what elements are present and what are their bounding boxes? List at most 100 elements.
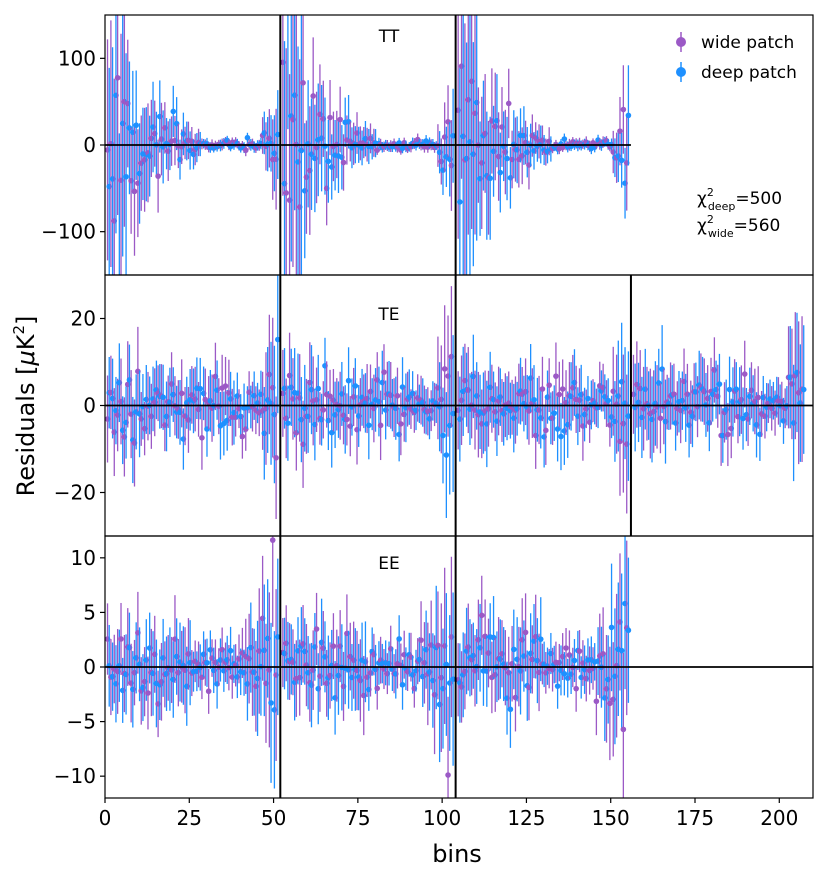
wide-point: [435, 642, 441, 649]
wide-point: [725, 431, 731, 438]
x-tick-label: 0: [99, 806, 112, 830]
wide-point: [327, 393, 333, 399]
y-tick-label: 0: [83, 133, 96, 157]
x-tick-label: 200: [760, 806, 798, 830]
wide-point: [657, 415, 664, 422]
panel-plot-area: [105, 275, 807, 520]
wide-point: [576, 648, 583, 654]
wide-point: [269, 537, 276, 543]
x-tick-label: 100: [423, 806, 461, 830]
deep-point: [507, 706, 514, 713]
wide-point: [620, 726, 627, 733]
wide-point: [556, 391, 563, 398]
deep-point: [497, 169, 504, 176]
y-axis-title: Residuals [μK2]: [10, 316, 40, 497]
wide-point: [539, 386, 546, 392]
wide-point: [573, 685, 579, 692]
wide-point: [273, 454, 279, 461]
deep-point: [618, 157, 625, 164]
deep-point: [345, 377, 352, 384]
wide-point: [553, 373, 559, 379]
wide-point: [313, 626, 320, 632]
wide-point: [398, 421, 404, 427]
wide-point: [593, 698, 600, 705]
panel-te: [104, 274, 814, 537]
wide-point: [441, 366, 448, 372]
wide-point: [300, 79, 306, 86]
panel-label-te: TE: [377, 305, 399, 325]
wide-point: [505, 100, 512, 107]
deep-point: [726, 386, 733, 393]
deep-point: [487, 175, 493, 182]
wide-point: [418, 637, 424, 643]
deep-point: [274, 634, 281, 640]
wide-point: [199, 435, 205, 441]
wide-point: [344, 416, 350, 423]
legend-wide-label: wide patch: [701, 33, 794, 53]
deep-point: [315, 385, 322, 392]
wide-point: [563, 645, 569, 651]
y-tick-label: −10: [54, 764, 96, 788]
legend-deep-label: deep patch: [701, 63, 797, 83]
deep-point: [554, 426, 561, 432]
deep-point: [197, 385, 204, 392]
y-tick-label: 0: [83, 655, 96, 679]
wide-point: [118, 636, 124, 642]
wide-point: [394, 392, 401, 399]
deep-point: [274, 131, 281, 138]
wide-point: [445, 772, 451, 778]
x-tick-label: 25: [177, 806, 202, 830]
deep-point: [561, 670, 568, 677]
deep-point: [571, 657, 578, 664]
deep-point: [123, 173, 129, 180]
deep-point: [366, 422, 372, 429]
wide-point: [327, 114, 333, 121]
deep-point: [450, 410, 456, 417]
deep-point: [605, 397, 611, 404]
deep-point: [608, 624, 615, 631]
deep-point: [133, 122, 139, 129]
deep-point: [537, 636, 544, 642]
wide-point: [741, 371, 748, 377]
legend: wide patch deep patch: [676, 32, 797, 83]
deep-point: [160, 394, 166, 401]
deep-point: [268, 700, 274, 706]
wide-point: [145, 690, 151, 696]
wide-point: [178, 390, 185, 397]
deep-point: [204, 659, 210, 666]
x-tick-label: 150: [592, 806, 630, 830]
deep-point: [274, 336, 281, 343]
panel-tt: [104, 14, 814, 276]
wide-point: [155, 173, 161, 179]
deep-point: [716, 381, 723, 387]
wide-point: [337, 116, 343, 123]
deep-point: [170, 108, 177, 115]
deep-point: [227, 647, 234, 654]
wide-point: [755, 394, 762, 401]
deep-point: [740, 415, 746, 422]
deep-point: [443, 452, 450, 458]
legend-wide-marker: [676, 37, 686, 47]
wide-point: [478, 612, 485, 619]
y-tick-label: −20: [54, 481, 96, 505]
chi-deep-line: χ2 deep=500: [697, 186, 782, 213]
wide-point: [377, 422, 384, 429]
y-tick-label: −100: [41, 220, 96, 244]
deep-point: [561, 136, 568, 142]
wide-point: [546, 382, 552, 388]
deep-point: [531, 396, 537, 403]
deep-point: [800, 386, 807, 393]
panel-label-ee: EE: [378, 554, 399, 574]
deep-point: [450, 132, 456, 139]
deep-point: [450, 676, 456, 682]
deep-point: [504, 155, 510, 162]
deep-point: [244, 134, 251, 141]
panel-plot-area: [105, 536, 632, 798]
x-tick-label: 125: [507, 806, 545, 830]
wide-point: [559, 386, 566, 392]
wide-point: [381, 369, 387, 375]
wide-point: [543, 427, 549, 434]
x-tick-label: 75: [345, 806, 370, 830]
deep-point: [625, 627, 632, 634]
